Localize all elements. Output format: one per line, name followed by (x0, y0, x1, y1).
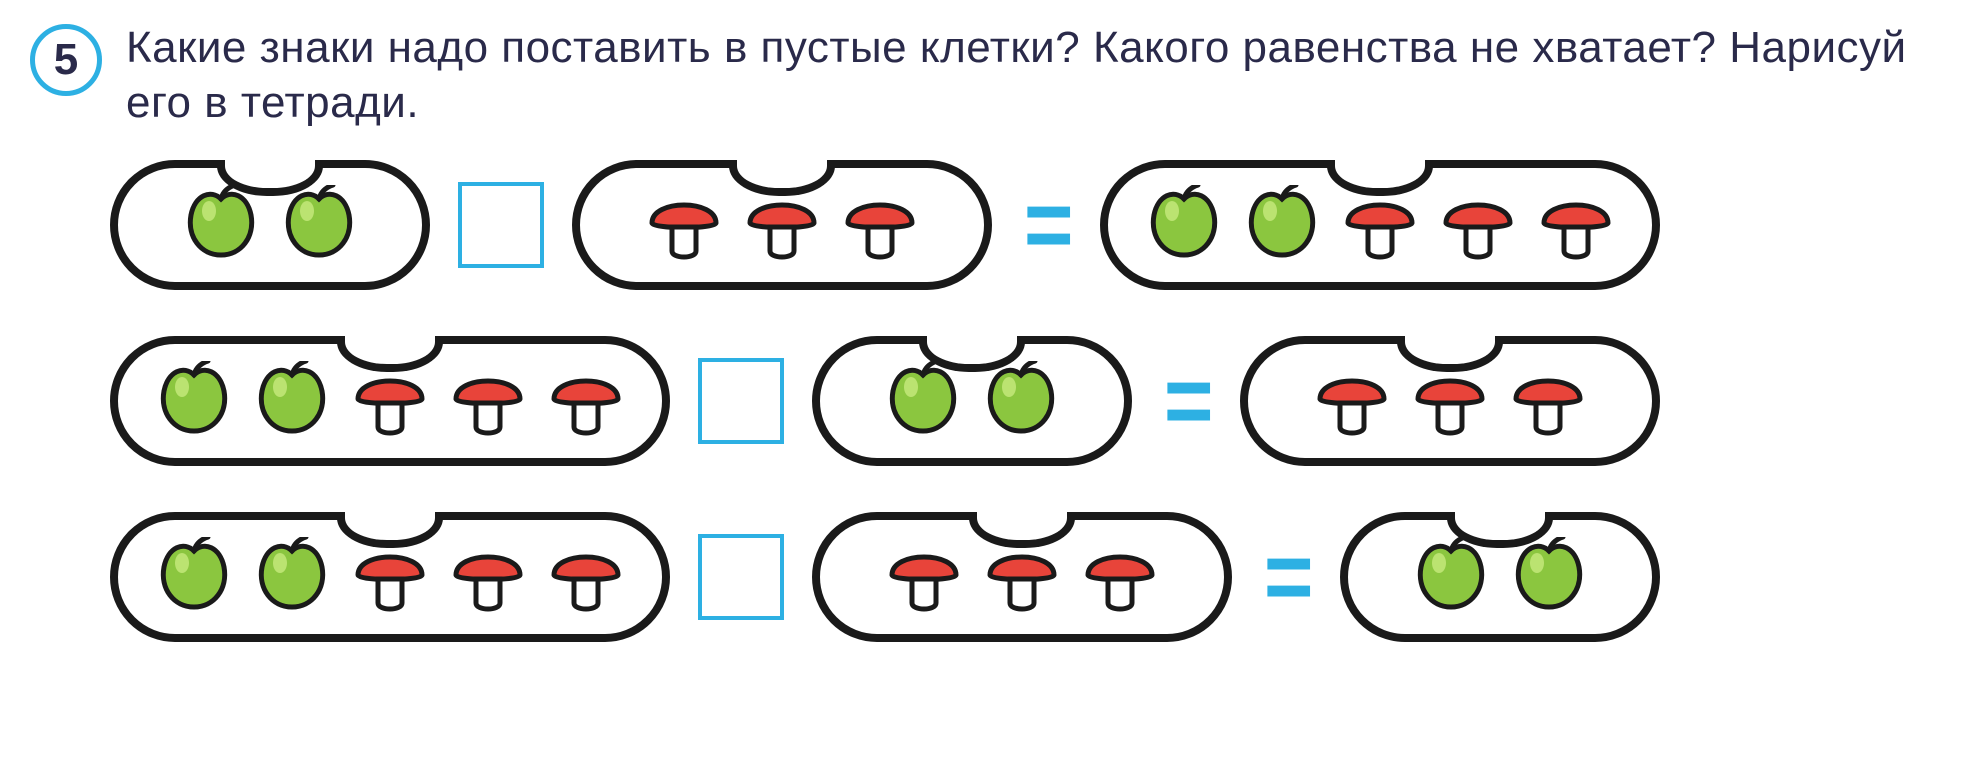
apple-icon (1411, 537, 1491, 617)
capsule-right (1340, 512, 1660, 642)
exercise-number-badge: 5 (30, 24, 102, 96)
mushroom-icon (1410, 361, 1490, 441)
apple-icon (1144, 185, 1224, 265)
equation-row: = (110, 512, 1937, 642)
capsule-left (110, 160, 430, 290)
capsule-item (1436, 180, 1520, 270)
apple-icon (1242, 185, 1322, 265)
mushroom-icon (742, 185, 822, 265)
apple-icon (981, 361, 1061, 441)
capsule-item (881, 356, 965, 446)
capsule-item (979, 356, 1063, 446)
capsule-right (1100, 160, 1660, 290)
capsule-item (1142, 180, 1226, 270)
capsule-item (250, 532, 334, 622)
mushroom-icon (546, 537, 626, 617)
capsule-left (110, 512, 670, 642)
mushroom-icon (840, 185, 920, 265)
equation-rows: = = = (30, 160, 1937, 642)
apple-icon (252, 537, 332, 617)
capsule-item (544, 356, 628, 446)
capsule-item (642, 180, 726, 270)
capsule-left (110, 336, 670, 466)
capsule-item (1506, 356, 1590, 446)
capsule-item (1507, 532, 1591, 622)
apple-icon (154, 361, 234, 441)
question-text: Какие знаки надо поставить в пустые клет… (126, 20, 1937, 130)
exercise-number: 5 (54, 35, 78, 85)
capsule-item (250, 356, 334, 446)
capsule-item (1408, 356, 1492, 446)
apple-icon (252, 361, 332, 441)
mushroom-icon (448, 361, 528, 441)
mushroom-icon (1312, 361, 1392, 441)
operator-blank[interactable] (698, 358, 784, 444)
capsule-item (179, 180, 263, 270)
capsule-middle (812, 512, 1232, 642)
mushroom-icon (350, 361, 430, 441)
apple-icon (181, 185, 261, 265)
exercise-page: 5 Какие знаки надо поставить в пустые кл… (0, 0, 1987, 767)
equation-row: = (110, 160, 1937, 290)
capsule-item (152, 532, 236, 622)
operator-blank[interactable] (698, 534, 784, 620)
mushroom-icon (350, 537, 430, 617)
capsule-item (446, 356, 530, 446)
mushroom-icon (644, 185, 724, 265)
capsule-item (882, 532, 966, 622)
capsule-middle (812, 336, 1132, 466)
equation-row: = (110, 336, 1937, 466)
mushroom-icon (448, 537, 528, 617)
exercise-header: 5 Какие знаки надо поставить в пустые кл… (30, 20, 1937, 130)
capsule-item (980, 532, 1064, 622)
capsule-item (446, 532, 530, 622)
mushroom-icon (1536, 185, 1616, 265)
capsule-item (1338, 180, 1422, 270)
capsule-item (277, 180, 361, 270)
capsule-item (1310, 356, 1394, 446)
mushroom-icon (1438, 185, 1518, 265)
mushroom-icon (546, 361, 626, 441)
capsule-item (152, 356, 236, 446)
capsule-item (1078, 532, 1162, 622)
mushroom-icon (1340, 185, 1420, 265)
capsule-item (348, 532, 432, 622)
capsule-right (1240, 336, 1660, 466)
mushroom-icon (1080, 537, 1160, 617)
mushroom-icon (1508, 361, 1588, 441)
mushroom-icon (884, 537, 964, 617)
capsule-item (838, 180, 922, 270)
apple-icon (1509, 537, 1589, 617)
capsule-item (348, 356, 432, 446)
capsule-item (740, 180, 824, 270)
capsule-item (544, 532, 628, 622)
capsule-middle (572, 160, 992, 290)
mushroom-icon (982, 537, 1062, 617)
operator-blank[interactable] (458, 182, 544, 268)
apple-icon (883, 361, 963, 441)
capsule-item (1534, 180, 1618, 270)
capsule-item (1240, 180, 1324, 270)
apple-icon (279, 185, 359, 265)
capsule-item (1409, 532, 1493, 622)
apple-icon (154, 537, 234, 617)
